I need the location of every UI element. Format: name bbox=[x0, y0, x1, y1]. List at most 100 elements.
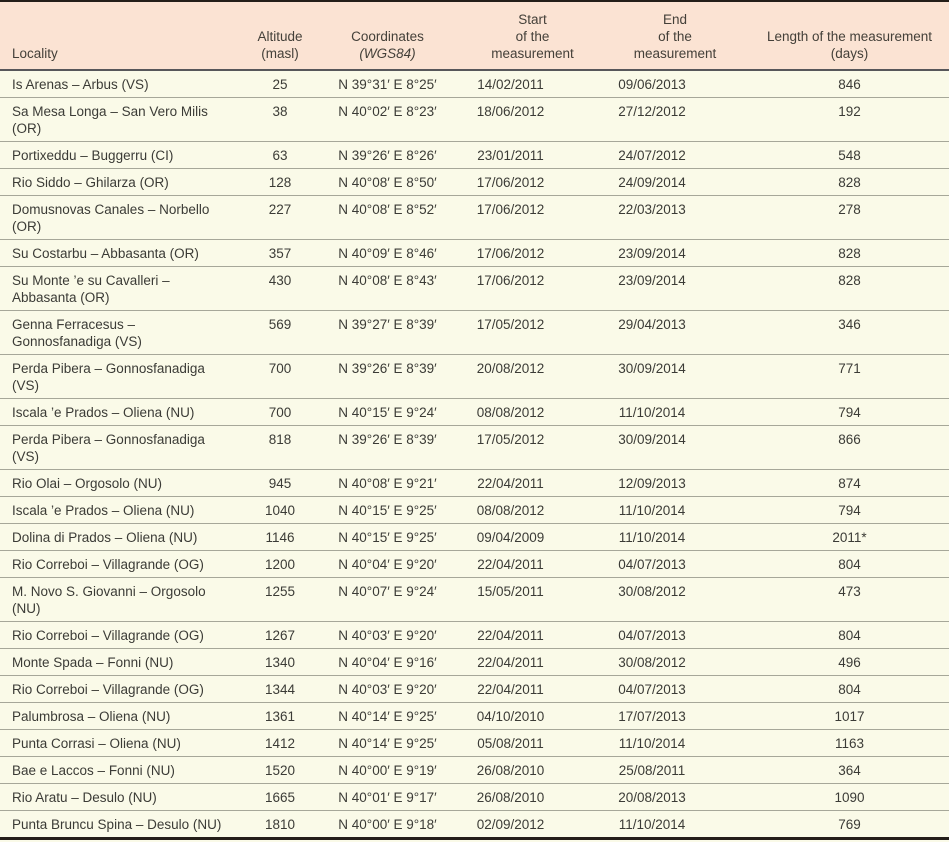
table-row: Palumbrosa – Oliena (NU) 1361 N 40°14′ E 9… bbox=[0, 702, 949, 730]
end-cell: 20/08/2013 bbox=[600, 783, 750, 811]
locality-cell: Dolina di Prados – Oliena (NU) bbox=[0, 523, 250, 551]
table-header: Locality Altitude (masl) Coordinates (WGS84)… bbox=[0, 0, 949, 71]
start-cell: 22/04/2011 bbox=[465, 550, 600, 578]
start-cell: 22/04/2011 bbox=[465, 675, 600, 703]
coordinates-cell: N 40°04′ E 9°20′ bbox=[310, 550, 465, 578]
table-row: Su Costarbu – Abbasanta (OR) 357 N 40°09′ … bbox=[0, 239, 949, 267]
coordinates-cell: N 40°03′ E 9°20′ bbox=[310, 675, 465, 703]
end-cell: 23/09/2014 bbox=[600, 239, 750, 267]
coordinates-cell: N 40°04′ E 9°16′ bbox=[310, 648, 465, 676]
table-row: Iscala ’e Prados – Oliena (NU) 1040 N 40°1… bbox=[0, 496, 949, 524]
length-cell: 364 bbox=[750, 756, 949, 784]
column-header-length-line: (days) bbox=[830, 46, 869, 61]
column-header-coordinates-line: (WGS84) bbox=[359, 46, 416, 61]
table-row: Rio Olai – Orgosolo (NU) 945 N 40°08′ E 9°… bbox=[0, 469, 949, 497]
locality-cell: Bae e Laccos – Fonni (NU) bbox=[0, 756, 250, 784]
coordinates-cell: N 40°15′ E 9°24′ bbox=[310, 398, 465, 426]
start-cell: 22/04/2011 bbox=[465, 648, 600, 676]
locality-cell: Rio Correboi – Villagrande (OG) bbox=[0, 675, 250, 703]
end-cell: 23/09/2014 bbox=[600, 266, 750, 311]
start-cell: 08/08/2012 bbox=[465, 496, 600, 524]
length-cell: 1017 bbox=[750, 702, 949, 730]
coordinates-cell: N 39°27′ E 8°39′ bbox=[310, 310, 465, 355]
altitude-cell: 1344 bbox=[250, 675, 310, 703]
table-row: Monte Spada – Fonni (NU) 1340 N 40°04′ E 9… bbox=[0, 648, 949, 676]
altitude-cell: 1040 bbox=[250, 496, 310, 524]
end-cell: 04/07/2013 bbox=[600, 550, 750, 578]
coordinates-cell: N 40°15′ E 9°25′ bbox=[310, 496, 465, 524]
locality-cell: Monte Spada – Fonni (NU) bbox=[0, 648, 250, 676]
locality-cell: Sa Mesa Longa – San Vero Milis (OR) bbox=[0, 97, 250, 142]
locality-cell: Rio Olai – Orgosolo (NU) bbox=[0, 469, 250, 497]
coordinates-cell: N 40°15′ E 9°25′ bbox=[310, 523, 465, 551]
length-cell: 804 bbox=[750, 621, 949, 649]
end-cell: 12/09/2013 bbox=[600, 469, 750, 497]
altitude-cell: 1520 bbox=[250, 756, 310, 784]
length-cell: 828 bbox=[750, 168, 949, 196]
column-header-length-line: Length of the measurement bbox=[766, 29, 933, 44]
coordinates-cell: N 39°26′ E 8°39′ bbox=[310, 425, 465, 470]
altitude-cell: 25 bbox=[250, 70, 310, 98]
locality-cell: Iscala ’e Prados – Oliena (NU) bbox=[0, 398, 250, 426]
start-cell: 09/04/2009 bbox=[465, 523, 600, 551]
table-row: Punta Bruncu Spina – Desulo (NU) 1810 N 40… bbox=[0, 810, 949, 840]
coordinates-cell: N 40°08′ E 8°52′ bbox=[310, 195, 465, 240]
altitude-cell: 1267 bbox=[250, 621, 310, 649]
locality-cell: Rio Correboi – Villagrande (OG) bbox=[0, 621, 250, 649]
end-cell: 30/09/2014 bbox=[600, 425, 750, 470]
column-header-altitude-line: (masl) bbox=[261, 46, 299, 61]
length-cell: 828 bbox=[750, 239, 949, 267]
end-cell: 27/12/2012 bbox=[600, 97, 750, 142]
coordinates-cell: N 40°09′ E 8°46′ bbox=[310, 239, 465, 267]
length-cell: 192 bbox=[750, 97, 949, 142]
locality-cell: Rio Correboi – Villagrande (OG) bbox=[0, 550, 250, 578]
column-header-altitude: Altitude (masl) bbox=[250, 0, 310, 71]
coordinates-cell: N 40°01′ E 9°17′ bbox=[310, 783, 465, 811]
coordinates-cell: N 40°07′ E 9°24′ bbox=[310, 577, 465, 622]
altitude-cell: 1361 bbox=[250, 702, 310, 730]
end-cell: 30/08/2012 bbox=[600, 577, 750, 622]
table-row: Perda Pibera – Gonnosfanadiga (VS) 818 N 3… bbox=[0, 425, 949, 470]
locality-cell: Punta Bruncu Spina – Desulo (NU) bbox=[0, 810, 250, 840]
table-row: Rio Correboi – Villagrande (OG) 1200 N 40°… bbox=[0, 550, 949, 578]
altitude-cell: 38 bbox=[250, 97, 310, 142]
start-cell: 26/08/2010 bbox=[465, 783, 600, 811]
start-cell: 02/09/2012 bbox=[465, 810, 600, 840]
table-row: Rio Siddo – Ghilarza (OR) 128 N 40°08′ E 8… bbox=[0, 168, 949, 196]
coordinates-cell: N 39°26′ E 8°39′ bbox=[310, 354, 465, 399]
coordinates-cell: N 40°00′ E 9°18′ bbox=[310, 810, 465, 840]
end-cell: 24/09/2014 bbox=[600, 168, 750, 196]
column-header-start: Start of the measurement bbox=[465, 0, 600, 71]
end-cell: 09/06/2013 bbox=[600, 70, 750, 98]
locality-cell: Iscala ’e Prados – Oliena (NU) bbox=[0, 496, 250, 524]
locality-cell: Rio Siddo – Ghilarza (OR) bbox=[0, 168, 250, 196]
locality-cell: Punta Corrasi – Oliena (NU) bbox=[0, 729, 250, 757]
start-cell: 22/04/2011 bbox=[465, 621, 600, 649]
table-row: Portixeddu – Buggerru (CI) 63 N 39°26′ E 8… bbox=[0, 141, 949, 169]
length-cell: 804 bbox=[750, 550, 949, 578]
altitude-cell: 1255 bbox=[250, 577, 310, 622]
coordinates-cell: N 40°08′ E 8°43′ bbox=[310, 266, 465, 311]
start-cell: 04/10/2010 bbox=[465, 702, 600, 730]
end-cell: 11/10/2014 bbox=[600, 496, 750, 524]
length-cell: 794 bbox=[750, 398, 949, 426]
altitude-cell: 569 bbox=[250, 310, 310, 355]
coordinates-cell: N 40°14′ E 9°25′ bbox=[310, 729, 465, 757]
coordinates-cell: N 40°08′ E 8°50′ bbox=[310, 168, 465, 196]
coordinates-cell: N 40°14′ E 9°25′ bbox=[310, 702, 465, 730]
end-cell: 29/04/2013 bbox=[600, 310, 750, 355]
column-header-start-line: Start bbox=[518, 12, 547, 27]
altitude-cell: 128 bbox=[250, 168, 310, 196]
end-cell: 24/07/2012 bbox=[600, 141, 750, 169]
altitude-cell: 818 bbox=[250, 425, 310, 470]
start-cell: 14/02/2011 bbox=[465, 70, 600, 98]
end-cell: 25/08/2011 bbox=[600, 756, 750, 784]
length-cell: 828 bbox=[750, 266, 949, 311]
length-cell: 2011* bbox=[750, 523, 949, 551]
start-cell: 22/04/2011 bbox=[465, 469, 600, 497]
altitude-cell: 430 bbox=[250, 266, 310, 311]
column-header-coordinates: Coordinates (WGS84) bbox=[310, 0, 465, 71]
locality-cell: Palumbrosa – Oliena (NU) bbox=[0, 702, 250, 730]
table-row: Genna Ferracesus – Gonnosfanadiga (VS) 56… bbox=[0, 310, 949, 355]
